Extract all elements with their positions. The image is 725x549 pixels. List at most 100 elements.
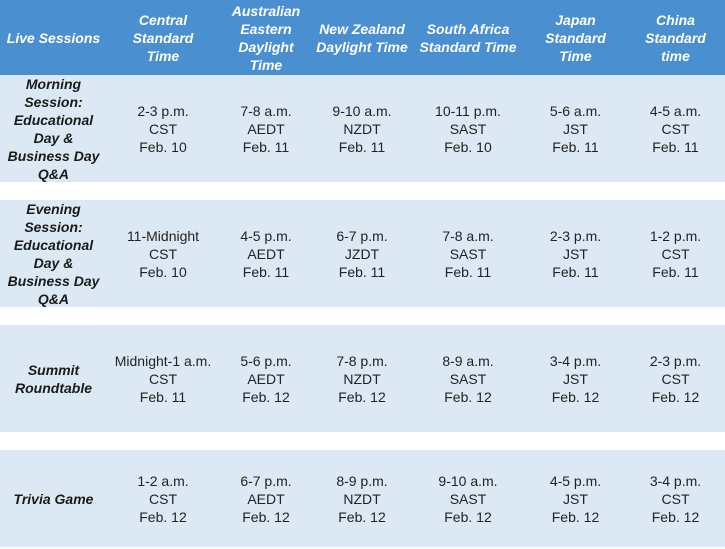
cell-date: Feb. 12	[651, 388, 700, 405]
cell-time: 2-3 p.m.	[549, 227, 602, 244]
cell-zone: JST	[563, 370, 588, 387]
cell-time: 5-6 p.m.	[240, 352, 292, 369]
cell-time: 9-10 a.m.	[438, 472, 498, 489]
cell-time: 10-11 p.m.	[435, 102, 501, 119]
table-cell: 9-10 a.m. NZDT Feb. 11	[313, 75, 411, 182]
cell-zone: NZDT	[343, 370, 381, 387]
header-live-sessions: Live Sessions	[6, 29, 101, 46]
cell-time: 11-Midnight	[126, 227, 200, 244]
cell-date: Feb. 11	[139, 388, 187, 405]
header-australian-eastern-daylight-time: Australian Eastern Daylight Time	[231, 2, 301, 73]
cell-time: 4-5 p.m.	[240, 227, 292, 244]
session-name: Trivia Game	[13, 490, 94, 507]
cell-time: 5-6 a.m.	[549, 102, 602, 119]
cell-date: Feb. 12	[444, 388, 492, 405]
session-name: Evening Session: Educational Day & Busin…	[7, 200, 100, 307]
cell-date: Feb. 11	[552, 138, 599, 155]
cell-zone: JZDT	[344, 245, 380, 262]
cell-time: 1-2 a.m.	[137, 472, 189, 489]
table-cell: 1-2 p.m. CST Feb. 11	[626, 200, 725, 307]
cell-date: Feb. 10	[444, 138, 492, 155]
table-cell: 2-3 p.m. JST Feb. 11	[525, 200, 626, 307]
header-china-standard-time: China Standard time	[645, 11, 706, 64]
cell-time: 4-5 p.m.	[549, 472, 602, 489]
cell-date: Feb. 12	[242, 388, 290, 405]
table-cell: Midnight-1 a.m. CST Feb. 11	[107, 325, 219, 432]
cell-zone: AEDT	[247, 490, 285, 507]
cell-zone: AEDT	[247, 370, 285, 387]
cell-zone: JST	[563, 120, 588, 137]
cell-date: Feb. 12	[551, 508, 600, 525]
cell-zone: CST	[149, 120, 177, 137]
cell-zone: SAST	[449, 120, 487, 137]
cell-time: 6-7 p.m.	[336, 227, 388, 244]
session-name: Morning Session: Educational Day & Busin…	[7, 75, 100, 182]
table-cell: 4-5 a.m. CST Feb. 11	[626, 75, 725, 182]
table-row: Evening Session: Educational Day & Busin…	[0, 200, 725, 307]
table-row: Summit Roundtable Midnight-1 a.m. CST Feb.…	[0, 325, 725, 432]
cell-date: Feb. 11	[652, 263, 699, 280]
cell-time: 3-4 p.m.	[549, 352, 602, 369]
table-row: Morning Session: Educational Day & Busin…	[0, 75, 725, 182]
cell-date: Feb. 10	[139, 138, 187, 155]
table-cell: 11-Midnight CST Feb. 10	[107, 200, 219, 307]
table-cell: 3-4 p.m. JST Feb. 12	[525, 325, 626, 432]
table-cell: 8-9 p.m. NZDT Feb. 12	[313, 450, 411, 547]
table-cell: 2-3 p.m. CST Feb. 12	[626, 325, 725, 432]
table-cell: 7-8 p.m. NZDT Feb. 12	[313, 325, 411, 432]
header-row: Live Sessions Central Standard Time Aust…	[0, 0, 725, 75]
cell-date: Feb. 11	[242, 138, 290, 155]
cell-time: 8-9 a.m.	[442, 352, 494, 369]
cell-date: Feb. 11	[338, 263, 386, 280]
cell-time: 9-10 a.m.	[332, 102, 392, 119]
header-japan-standard-time: Japan Standard Time	[545, 11, 606, 64]
header-south-africa-standard-time: South Africa Standard Time	[419, 20, 517, 55]
cell-date: Feb. 12	[651, 508, 700, 525]
cell-time: 2-3 p.m.	[649, 352, 702, 369]
cell-zone: CST	[661, 490, 690, 507]
cell-time: 7-8 p.m.	[336, 352, 388, 369]
cell-zone: CST	[661, 370, 690, 387]
cell-date: Feb. 12	[444, 508, 492, 525]
cell-zone: AEDT	[247, 245, 285, 262]
table-cell: 5-6 a.m. JST Feb. 11	[525, 75, 626, 182]
cell-zone: SAST	[449, 490, 487, 507]
cell-date: Feb. 12	[338, 388, 386, 405]
table-cell: 7-8 a.m. AEDT Feb. 11	[219, 75, 313, 182]
cell-time: 4-5 a.m.	[649, 102, 702, 119]
cell-date: Feb. 11	[652, 138, 699, 155]
cell-zone: AEDT	[247, 120, 285, 137]
cell-time: 7-8 a.m.	[240, 102, 292, 119]
cell-time: 6-7 p.m.	[240, 472, 292, 489]
cell-zone: NZDT	[343, 490, 381, 507]
header-new-zealand-daylight-time: New Zealand Daylight Time	[316, 20, 408, 55]
cell-time: Midnight-1 a.m.	[114, 352, 212, 369]
cell-date: Feb. 12	[242, 508, 290, 525]
cell-time: 8-9 p.m.	[336, 472, 388, 489]
cell-zone: CST	[661, 245, 690, 262]
table-cell: 5-6 p.m. AEDT Feb. 12	[219, 325, 313, 432]
cell-date: Feb. 11	[552, 263, 599, 280]
header-central-standard-time: Central Standard Time	[132, 11, 194, 64]
table-cell: 4-5 p.m. JST Feb. 12	[525, 450, 626, 547]
cell-time: 3-4 p.m.	[649, 472, 702, 489]
table-cell: 7-8 a.m. SAST Feb. 11	[411, 200, 525, 307]
cell-time: 7-8 a.m.	[442, 227, 494, 244]
cell-zone: CST	[149, 245, 177, 262]
table-cell: 10-11 p.m. SAST Feb. 10	[411, 75, 525, 182]
table-cell: 1-2 a.m. CST Feb. 12	[107, 450, 219, 547]
cell-date: Feb. 10	[139, 263, 187, 280]
cell-date: Feb. 12	[551, 388, 600, 405]
cell-date: Feb. 11	[444, 263, 492, 280]
table-cell: 4-5 p.m. AEDT Feb. 11	[219, 200, 313, 307]
cell-date: Feb. 12	[139, 508, 187, 525]
table-row: Trivia Game 1-2 a.m. CST Feb. 12 6-7 p.m. A…	[0, 450, 725, 547]
table-cell: 9-10 a.m. SAST Feb. 12	[411, 450, 525, 547]
session-name: Summit Roundtable	[15, 361, 92, 396]
table-cell: 3-4 p.m. CST Feb. 12	[626, 450, 725, 547]
cell-time: 2-3 p.m.	[137, 102, 189, 119]
cell-zone: SAST	[449, 245, 487, 262]
table-cell: 2-3 p.m. CST Feb. 10	[107, 75, 219, 182]
cell-zone: CST	[661, 120, 690, 137]
